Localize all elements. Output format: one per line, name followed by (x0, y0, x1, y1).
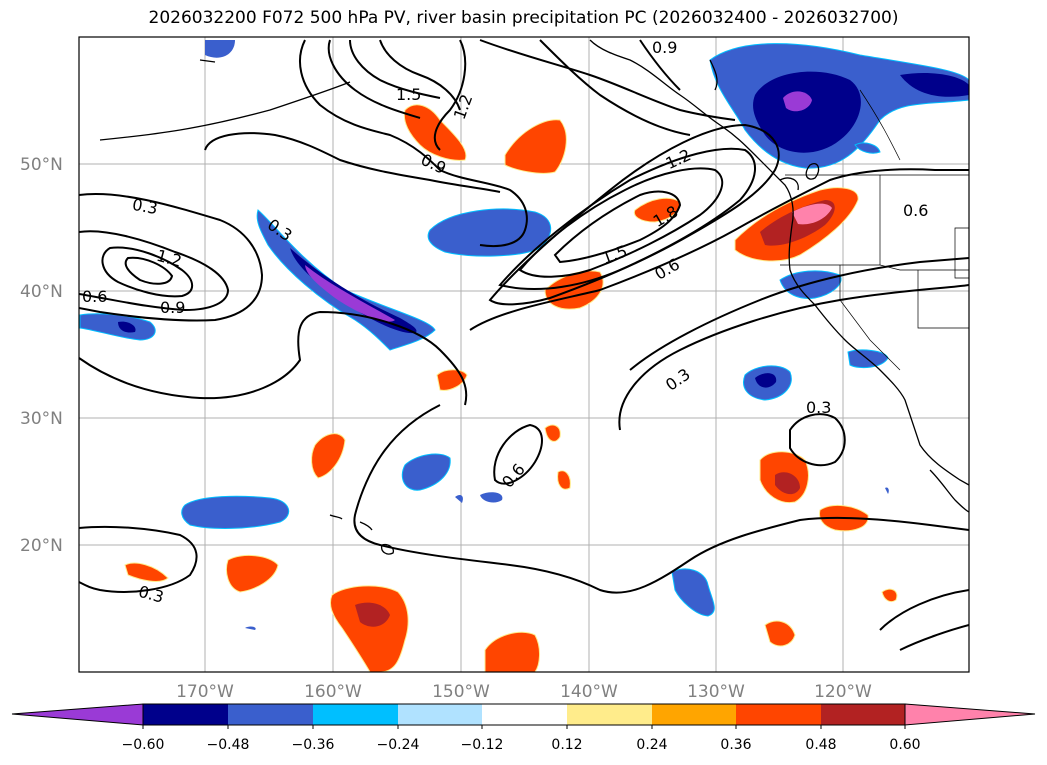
contour-label: 0.6 (82, 287, 107, 306)
pv-contours (79, 39, 969, 651)
colorbar-tick-label: −0.60 (122, 737, 165, 753)
longitude-labels: 170°W 160°W 150°W 140°W 130°W 120°W (176, 682, 872, 702)
lon-label: 120°W (814, 682, 872, 702)
contour-label: 1.5 (396, 85, 421, 104)
colorbar-tick-label: 0.24 (636, 737, 667, 753)
colorbar-tick-label: 0.12 (551, 737, 582, 753)
lon-label: 160°W (304, 682, 362, 702)
colorbar-swatch (143, 704, 228, 725)
positive-precip-patches (124, 104, 898, 672)
contour-label: 0.6 (903, 201, 928, 220)
lat-label: 40°N (20, 282, 63, 302)
colorbar-swatch (482, 704, 567, 725)
lat-label: 50°N (20, 155, 63, 175)
colorbar-tick-label: −0.12 (461, 737, 504, 753)
colorbar-swatch (736, 704, 821, 725)
political-borders (780, 89, 969, 371)
coastlines (99, 39, 969, 555)
colorbar-tick-label: −0.48 (207, 737, 250, 753)
colorbar-swatch (228, 704, 313, 725)
colorbar-tick-label: 0.48 (805, 737, 836, 753)
colorbar-extend-left (11, 703, 144, 726)
colorbar-extend-right (904, 703, 1036, 726)
map-content: 0.9 1.5 1.2 0.9 1.2 1.8 1.5 0.6 0.3 0.3 … (79, 37, 969, 672)
colorbar: −0.60 −0.48 −0.36 −0.24 −0.12 0.12 0.24 … (11, 703, 1036, 753)
pv-contour-1.8 (553, 190, 682, 264)
contour-label: 0.9 (160, 298, 185, 317)
colorbar-tick-label: 0.36 (720, 737, 751, 753)
colorbar-swatch (398, 704, 482, 725)
colorbar-swatch (652, 704, 736, 725)
colorbar-tick-label: −0.24 (377, 737, 420, 753)
colorbar-tick-label: −0.36 (292, 737, 335, 753)
colorbar-swatch (567, 704, 652, 725)
lon-label: 150°W (432, 682, 490, 702)
colorbar-tick-label: 0.60 (889, 737, 920, 753)
colorbar-swatch (313, 704, 398, 725)
contour-label: 0.9 (652, 38, 677, 57)
pv-contour-0.3-west (79, 193, 264, 322)
contour-label: 0.3 (131, 195, 159, 218)
latitude-labels: 50°N 40°N 30°N 20°N (20, 155, 63, 556)
lon-label: 140°W (560, 682, 618, 702)
lon-label: 170°W (176, 682, 234, 702)
negative-precip-patches (79, 40, 969, 630)
lat-label: 30°N (20, 409, 63, 429)
lon-label: 130°W (687, 682, 745, 702)
contour-label: 0.3 (806, 398, 831, 417)
lat-label: 20°N (20, 536, 63, 556)
colorbar-swatch (821, 704, 905, 725)
map-frame (78, 36, 970, 673)
map-title: 2026032200 F072 500 hPa PV, river basin … (148, 8, 899, 28)
